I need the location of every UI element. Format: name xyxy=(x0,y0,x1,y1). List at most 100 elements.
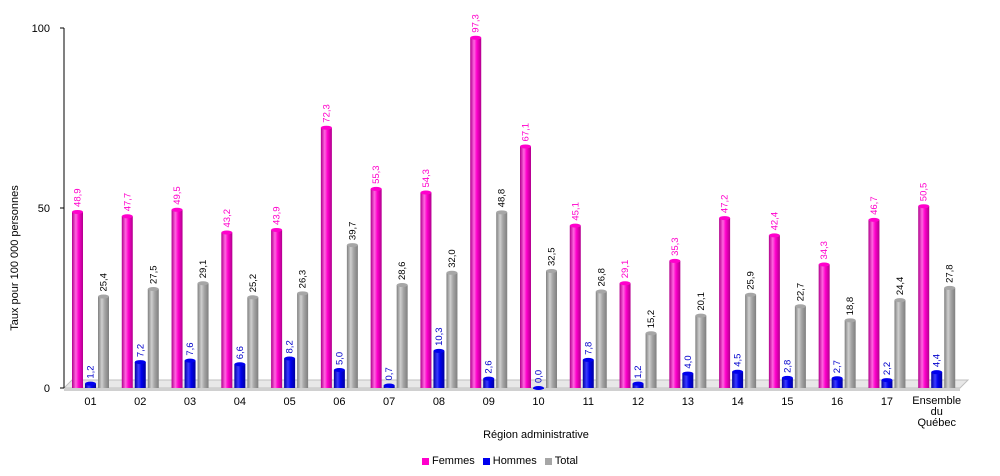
legend-label: Total xyxy=(554,455,579,467)
data-label: 49,5 xyxy=(172,186,183,205)
data-label: 27,8 xyxy=(945,264,956,283)
x-tick-label: 15 xyxy=(781,396,793,408)
data-label: 4,0 xyxy=(683,355,694,368)
bar-total xyxy=(147,289,159,388)
bar-cap xyxy=(370,186,382,191)
bar-total xyxy=(645,333,657,388)
bar-femmes xyxy=(271,229,283,388)
x-tick-label: Ensemble xyxy=(912,395,961,407)
data-label: 48,8 xyxy=(497,189,508,208)
x-tick-label: 14 xyxy=(731,396,743,408)
bar-hommes xyxy=(582,359,594,388)
data-label: 25,4 xyxy=(99,273,110,292)
data-label: 39,7 xyxy=(347,222,358,241)
bar-cap xyxy=(682,371,694,376)
data-label: 1,2 xyxy=(633,365,644,378)
data-label: 5,0 xyxy=(334,352,345,365)
data-label: 25,2 xyxy=(248,274,259,293)
bar-total xyxy=(396,285,408,388)
bar-femmes xyxy=(768,235,780,388)
data-label: 29,1 xyxy=(620,260,631,279)
bar-cap xyxy=(894,298,906,303)
bar-total xyxy=(98,296,109,388)
bar-cap xyxy=(98,294,109,299)
legend-swatch xyxy=(421,457,429,465)
x-tick-label: 04 xyxy=(234,396,246,408)
bar-femmes xyxy=(868,219,880,388)
bar-cap xyxy=(284,356,296,361)
data-label: 20,1 xyxy=(696,292,707,311)
bar-cap xyxy=(396,283,408,288)
x-tick-label: 09 xyxy=(483,396,495,408)
bar-femmes xyxy=(669,260,681,388)
data-label: 2,7 xyxy=(832,360,843,373)
bar-hommes xyxy=(881,380,893,388)
data-label: 25,9 xyxy=(746,271,757,290)
bar-femmes xyxy=(520,146,531,388)
bar-total xyxy=(695,315,707,388)
bar-cap xyxy=(420,190,432,195)
bar-cap xyxy=(171,207,183,212)
data-label: 42,4 xyxy=(769,212,780,231)
legend: Femmes Hommes Total xyxy=(0,455,1000,468)
y-axis-title: Taux pour 100 000 personnes xyxy=(9,185,21,331)
data-label: 26,8 xyxy=(596,268,607,287)
bar-cap xyxy=(433,348,445,353)
bar-total xyxy=(446,272,458,388)
x-tick-label: 17 xyxy=(881,396,893,408)
bar-cap xyxy=(719,216,731,221)
bar-cap xyxy=(619,281,631,286)
bar-cap xyxy=(745,292,757,297)
data-label: 10,3 xyxy=(434,327,445,346)
bar-cap xyxy=(645,331,657,336)
bar-femmes xyxy=(619,283,631,388)
data-label: 29,1 xyxy=(198,260,209,279)
legend-label: Hommes xyxy=(492,455,537,467)
x-tick-label: du xyxy=(931,406,943,418)
data-label: 8,2 xyxy=(285,340,296,353)
x-tick-label: Québec xyxy=(917,417,956,429)
bar-cap xyxy=(134,360,146,365)
bar-femmes xyxy=(569,225,581,388)
bar-cap xyxy=(818,262,830,267)
data-label: 2,8 xyxy=(782,360,793,373)
bar-cap xyxy=(931,370,943,375)
bar-cap xyxy=(184,358,196,363)
x-tick-label: 11 xyxy=(583,396,594,408)
bar-femmes xyxy=(719,218,731,388)
data-label: 15,2 xyxy=(646,310,657,329)
bar-hommes xyxy=(682,373,694,388)
bar-cap xyxy=(781,375,793,380)
data-label: 54,3 xyxy=(421,169,432,188)
bar-cap xyxy=(483,376,495,381)
bar-total xyxy=(546,271,557,388)
plot-floor-edge xyxy=(64,388,960,391)
x-tick-label: 13 xyxy=(682,396,694,408)
data-label: 32,5 xyxy=(547,248,558,267)
data-label: 2,6 xyxy=(484,360,495,373)
bar-cap xyxy=(221,230,233,235)
bar-cap xyxy=(496,210,508,215)
bar-hommes xyxy=(931,372,943,388)
bar-cap xyxy=(320,125,332,130)
data-label: 7,2 xyxy=(135,344,146,357)
bar-total xyxy=(844,320,856,388)
data-label: 47,7 xyxy=(122,193,133,212)
bar-cap xyxy=(831,376,843,381)
bar-hommes xyxy=(632,383,644,388)
bar-femmes xyxy=(320,127,332,388)
data-label: 50,5 xyxy=(919,183,930,202)
bar-cap xyxy=(470,35,482,40)
x-tick-label: 01 xyxy=(84,396,96,408)
data-label: 35,3 xyxy=(670,237,681,256)
data-label: 4,4 xyxy=(932,354,943,367)
bar-femmes xyxy=(420,192,432,388)
x-tick-label: 02 xyxy=(134,396,146,408)
data-label: 2,2 xyxy=(882,362,893,375)
x-axis-title: Région administrative xyxy=(483,429,589,441)
bar-total xyxy=(496,212,508,388)
bar-cap xyxy=(569,223,581,228)
bar-total xyxy=(894,300,906,388)
bar-total xyxy=(346,245,358,388)
legend-item-hommes: Hommes xyxy=(482,455,537,467)
